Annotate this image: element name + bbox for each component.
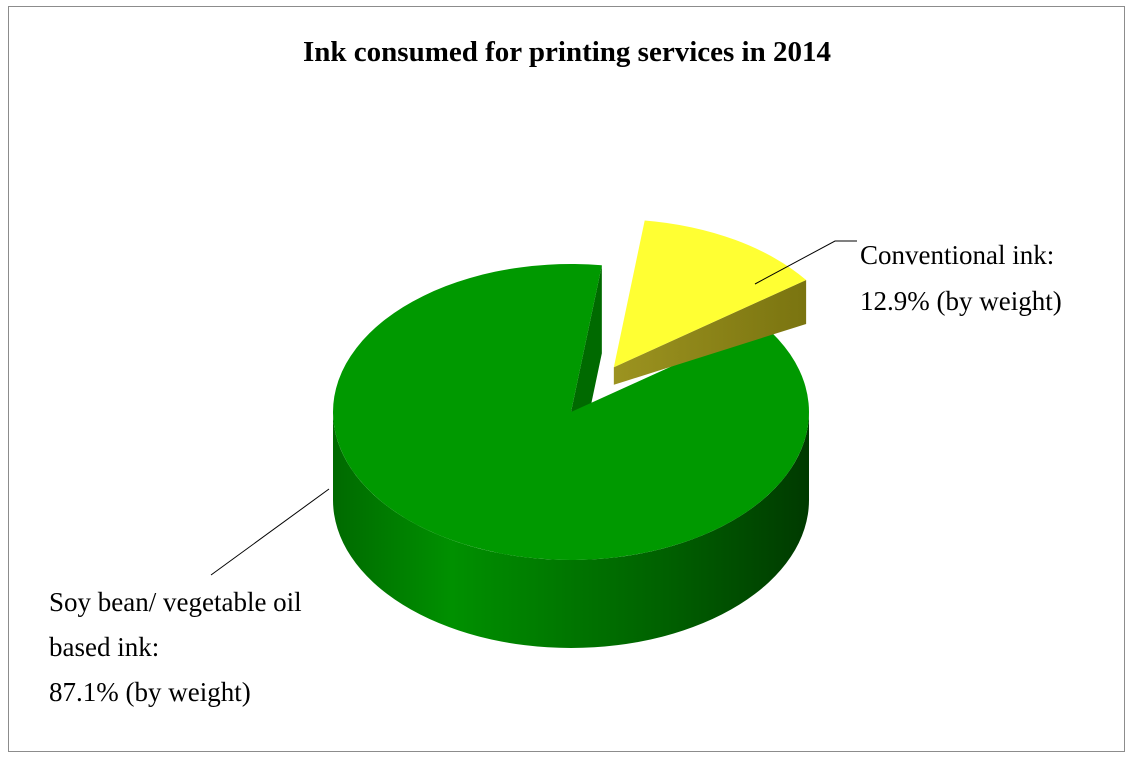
data-label-soy-line-2: based ink: (49, 632, 159, 662)
data-label-soy-line-1: Soy bean/ vegetable oil (49, 587, 302, 617)
pie-chart: Ink consumed for printing services in 20… (49, 36, 1062, 707)
chart-title: Ink consumed for printing services in 20… (303, 36, 831, 68)
data-label-conventional-line-1: Conventional ink: (860, 240, 1054, 270)
pie-slice-conventional (613, 220, 807, 368)
pie-layer (333, 220, 809, 648)
pie-slice-soy (333, 264, 809, 561)
chart-frame: Ink consumed for printing services in 20… (8, 6, 1125, 752)
pie-slice-conventional-side (613, 279, 807, 385)
data-label-soy-line-3: 87.1% (by weight) (49, 677, 251, 707)
data-label-conventional-line-2: 12.9% (by weight) (860, 286, 1062, 316)
pie-slice-soy-side (333, 412, 809, 648)
leader-line-soy (210, 488, 330, 576)
leader-line-conventional (754, 240, 857, 285)
